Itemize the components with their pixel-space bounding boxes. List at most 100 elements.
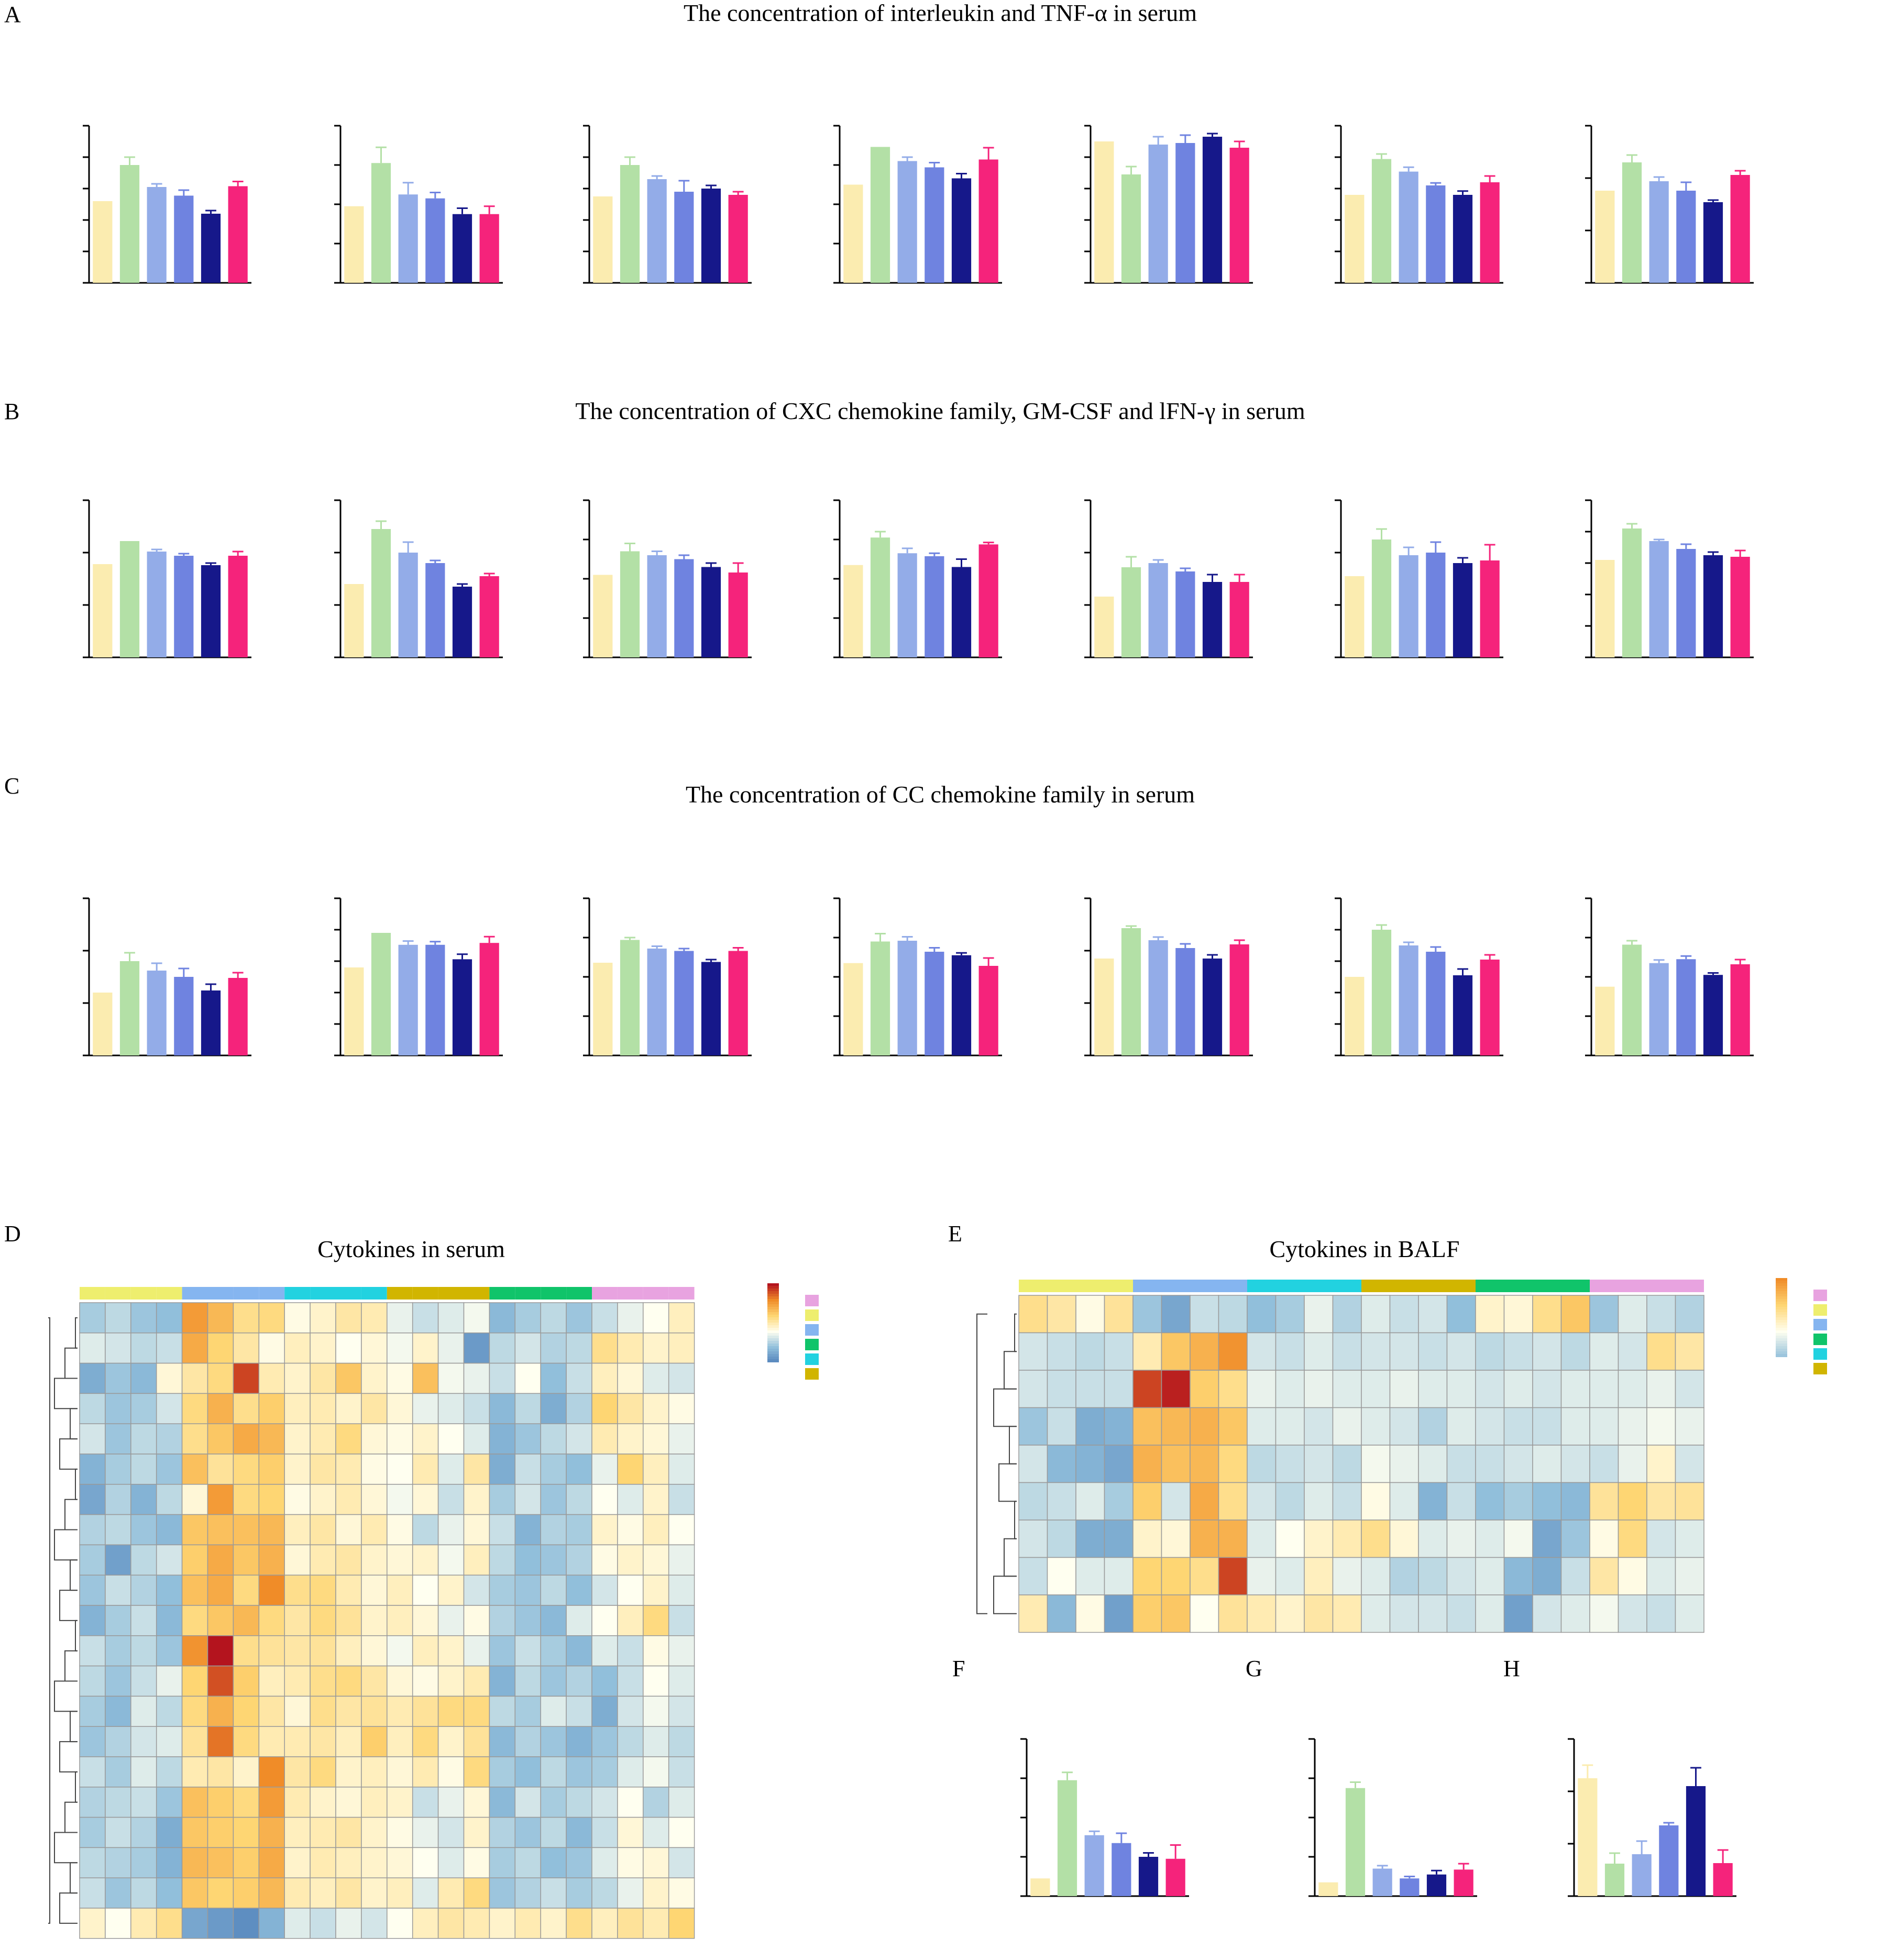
- heatmap-cell: [1618, 1445, 1647, 1483]
- heatmap-cell: [181, 1816, 208, 1848]
- bar-cs-lhqk-m: [674, 192, 694, 283]
- heatmap-cell: [1361, 1370, 1391, 1408]
- heatmap-cell: [540, 1333, 567, 1364]
- heatmap-cell: [1304, 1370, 1334, 1408]
- bar-cs: [620, 551, 640, 657]
- heatmap-cell: [387, 1726, 413, 1757]
- heatmap-cell: [617, 1635, 644, 1667]
- heatmap-cell: [233, 1393, 260, 1424]
- heatmap-cell: [1532, 1482, 1562, 1521]
- heatmap-cell: [361, 1333, 388, 1364]
- heatmap-cell: [1389, 1407, 1419, 1446]
- heatmap-cell: [591, 1362, 618, 1394]
- heatmap-cell: [1332, 1407, 1362, 1446]
- dendrogram-branch: [75, 1468, 78, 1500]
- bar-cs-azi: [1713, 1863, 1733, 1896]
- heatmap-cell: [207, 1756, 234, 1788]
- heatmap-cell: [233, 1423, 260, 1455]
- annotation-lhqk-l: [1247, 1280, 1276, 1292]
- heatmap-cell: [207, 1333, 234, 1364]
- heatmap-cell: [207, 1877, 234, 1909]
- heatmap-cell: [1646, 1295, 1676, 1334]
- heatmap-cell: [514, 1605, 541, 1636]
- heatmap-cell: [1361, 1482, 1391, 1521]
- heatmap-cell: [463, 1665, 490, 1697]
- heatmap-cell: [1646, 1445, 1676, 1483]
- heatmap-cell: [1389, 1519, 1419, 1558]
- heatmap-cell: [181, 1756, 208, 1788]
- heatmap-cell: [1532, 1445, 1562, 1483]
- heatmap-cell: [156, 1847, 183, 1878]
- colorbar-segment: [1776, 1294, 1787, 1297]
- heatmap-cell: [1304, 1445, 1334, 1483]
- bar-cs-lhqk-m: [1426, 185, 1446, 283]
- colorbar-segment: [767, 1302, 779, 1305]
- heatmap-cell: [463, 1514, 490, 1546]
- heatmap-cell: [361, 1908, 388, 1939]
- bar-cs-azi: [1730, 964, 1750, 1055]
- heatmap-cell: [105, 1877, 131, 1909]
- heatmap-cell: [233, 1665, 260, 1697]
- dendrogram-branch: [1009, 1426, 1017, 1465]
- heatmap-cell: [463, 1695, 490, 1727]
- heatmap-cell: [284, 1816, 311, 1848]
- heatmap-cell: [310, 1665, 336, 1697]
- annotation-lhqk-h: [1561, 1280, 1590, 1292]
- heatmap-cell: [591, 1605, 618, 1636]
- heatmap-cell: [1618, 1519, 1647, 1558]
- heatmap-cell: [1018, 1332, 1048, 1371]
- heatmap-cell: [156, 1454, 183, 1485]
- heatmap-cell: [233, 1847, 260, 1878]
- heatmap-cell: [1304, 1594, 1334, 1633]
- heatmap-cell: [1475, 1445, 1505, 1483]
- heatmap-cell: [1075, 1295, 1105, 1334]
- bar-chart-gm-csf: [1335, 499, 1503, 658]
- heatmap-cell: [79, 1756, 106, 1788]
- heatmap-cell: [207, 1302, 234, 1334]
- heatmap-cell: [489, 1756, 516, 1788]
- heatmap-cell: [643, 1302, 669, 1334]
- bar-cs-lhqk-h: [1138, 1857, 1159, 1896]
- heatmap-cell: [207, 1695, 234, 1727]
- heatmap-cell: [387, 1544, 413, 1576]
- heatmap-cell: [1075, 1370, 1105, 1408]
- heatmap-cell: [540, 1665, 567, 1697]
- annotation-lhqk-h: [1504, 1280, 1533, 1292]
- colorbar-segment: [1776, 1283, 1787, 1286]
- heatmap-cell: [437, 1605, 465, 1636]
- dendrogram-branch: [1004, 1538, 1017, 1577]
- heatmap-cell: [1332, 1332, 1362, 1371]
- heatmap-cell: [335, 1635, 362, 1667]
- heatmap-cell: [335, 1756, 362, 1788]
- heatmap-cell: [105, 1544, 131, 1576]
- bar-chart-cxcl10: [583, 499, 752, 658]
- heatmap-cell: [591, 1393, 618, 1424]
- heatmap-cell: [591, 1544, 618, 1576]
- heatmap-cell: [591, 1454, 618, 1485]
- heatmap-cell: [668, 1665, 695, 1697]
- heatmap-cell: [412, 1816, 439, 1848]
- bar-blank: [1094, 959, 1114, 1055]
- heatmap-cell: [591, 1635, 618, 1667]
- group-legend-swatch-lhqk-l: [1813, 1348, 1827, 1360]
- panel-letter-f: F: [952, 1656, 965, 1681]
- heatmap-cell: [361, 1665, 388, 1697]
- heatmap-cell: [437, 1877, 465, 1909]
- heatmap-cell: [181, 1635, 208, 1667]
- group-legend-swatch-azi: [1813, 1290, 1827, 1301]
- bar-blank: [344, 584, 364, 657]
- heatmap-cell: [668, 1695, 695, 1727]
- bar-cs: [1622, 528, 1642, 657]
- heatmap-cell: [233, 1574, 260, 1606]
- heatmap-cell: [258, 1574, 285, 1606]
- annotation-cs: [207, 1287, 234, 1300]
- bar-cs: [119, 961, 140, 1055]
- heatmap-cell: [1503, 1332, 1533, 1371]
- heatmap-cell: [566, 1816, 592, 1848]
- bar-cs-lhqk-m: [1426, 553, 1446, 657]
- heatmap-cell: [514, 1454, 541, 1485]
- heatmap-cell: [335, 1847, 362, 1878]
- colorbar-segment: [1776, 1307, 1787, 1310]
- bar-cs: [1121, 174, 1141, 283]
- bar-cs-lhqk-l: [647, 555, 667, 657]
